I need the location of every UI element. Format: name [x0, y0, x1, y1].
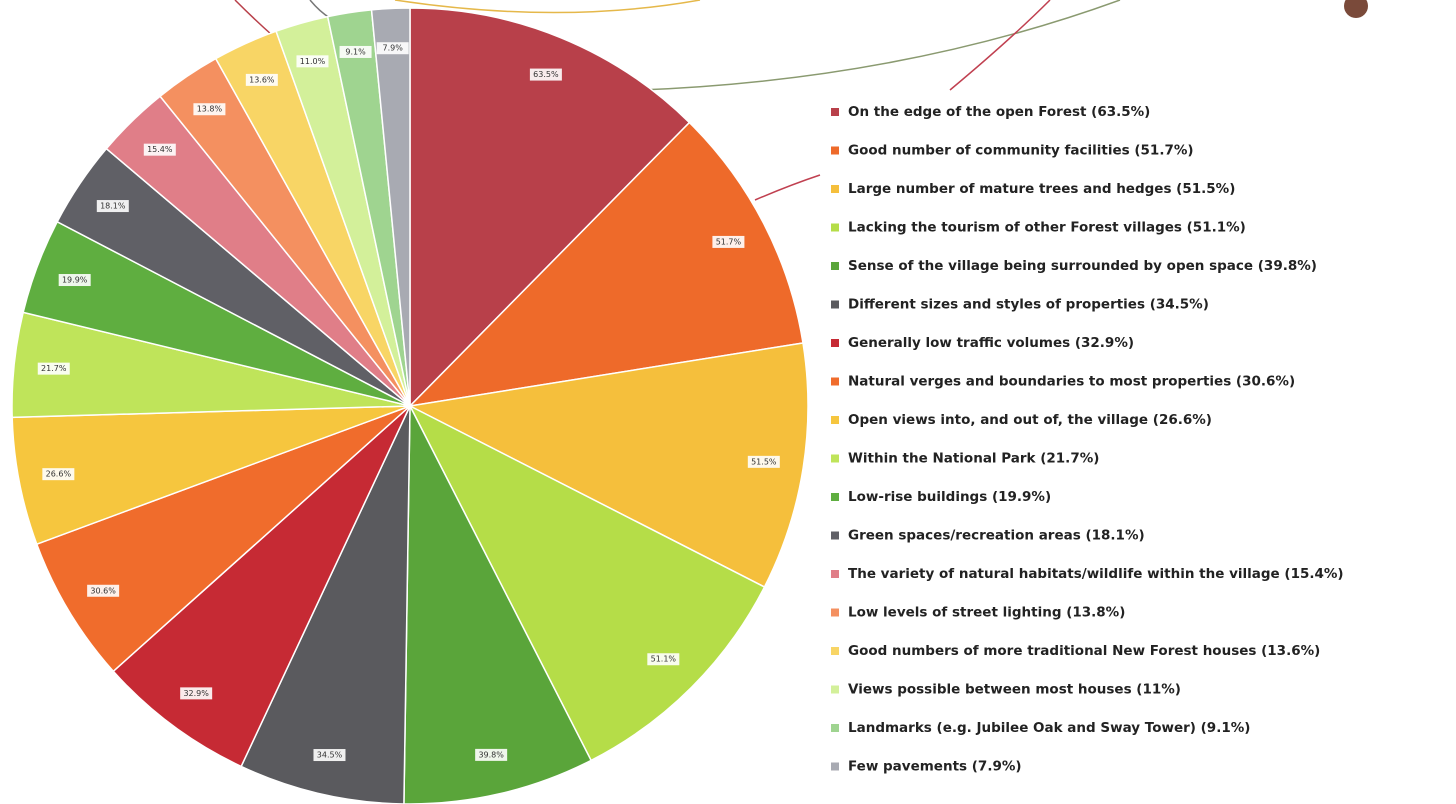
- slice-label: 51.1%: [651, 655, 677, 664]
- slice-label-box: [313, 749, 346, 762]
- legend-label: Landmarks (e.g. Jubilee Oak and Sway Tow…: [848, 720, 1250, 736]
- legend-swatch: [831, 300, 839, 309]
- slice: [407, 342, 809, 589]
- decor-line: [639, 0, 1121, 91]
- slice: [407, 121, 804, 408]
- legend-label: Open views into, and out of, the village…: [848, 412, 1212, 428]
- legend-swatch: [831, 339, 839, 347]
- legend-swatch: [831, 262, 839, 270]
- legend-label: Low levels of street lighting (13.8%): [848, 605, 1125, 621]
- slice-label-box: [712, 235, 745, 248]
- legend-swatch: [831, 647, 839, 655]
- legend-label: Few pavements (7.9%): [848, 759, 1022, 775]
- legend-label: Lacking the tourism of other Forest vill…: [848, 220, 1246, 236]
- slice-label: 18.1%: [100, 202, 126, 211]
- decor-line: [949, 0, 1051, 91]
- legend-label: Views possible between most houses (11%): [848, 682, 1181, 698]
- slice-label: 19.9%: [62, 276, 88, 285]
- legend-swatch: [831, 493, 839, 501]
- legend-label: Different sizes and styles of properties…: [848, 297, 1209, 313]
- legend-label: Green spaces/recreation areas (18.1%): [848, 528, 1145, 544]
- slice-label-box: [58, 274, 91, 287]
- slice: [370, 7, 411, 407]
- legend-swatch: [831, 570, 839, 578]
- slice: [408, 404, 766, 762]
- legend-swatch: [831, 724, 839, 732]
- slice-label-box: [529, 68, 562, 81]
- slice-label: 26.6%: [46, 470, 72, 479]
- slice-label: 30.6%: [90, 586, 116, 595]
- slice-label: 34.5%: [317, 751, 343, 760]
- slice-label: 51.7%: [716, 237, 742, 246]
- legend-swatch: [831, 685, 839, 694]
- slice-label-box: [193, 103, 226, 116]
- legend-swatch: [831, 531, 839, 540]
- legend-label: Low-rise buildings (19.9%): [848, 489, 1051, 505]
- slice-label-box: [339, 45, 372, 58]
- slice-label-box: [143, 143, 176, 156]
- slice-label: 21.7%: [41, 364, 67, 373]
- pie: 63.5% 51.7% 51.5% 51.1% 39.8% 34.5% 32.9% 30.6%…: [11, 7, 809, 804]
- legend-label: On the edge of the open Forest (63.5%): [848, 104, 1150, 120]
- slice-label: 9.1%: [345, 47, 366, 56]
- slice-label-box: [296, 55, 329, 68]
- slice-label: 39.8%: [478, 750, 504, 759]
- slice-label: 51.5%: [751, 457, 777, 466]
- legend-swatch: [831, 377, 839, 386]
- legend-label: Large number of mature trees and hedges …: [848, 181, 1235, 197]
- slice-label-box: [647, 653, 680, 666]
- slice-label: 13.8%: [197, 105, 223, 114]
- decor-line: [234, 0, 273, 36]
- legend-label: The variety of natural habitats/wildlife…: [848, 566, 1344, 582]
- legend-swatch: [831, 108, 839, 116]
- decor-line: [754, 174, 821, 201]
- slice-label-box: [475, 748, 508, 761]
- slice-label-box: [180, 687, 213, 700]
- slice-label: 13.6%: [249, 75, 275, 84]
- legend-label: Good numbers of more traditional New For…: [848, 643, 1320, 659]
- slice-label: 32.9%: [183, 689, 209, 698]
- decor-dot: [1344, 0, 1368, 18]
- slice-label-box: [42, 468, 75, 481]
- legend-swatch: [831, 608, 839, 617]
- legend: On the edge of the open Forest (63.5%) Go…: [831, 104, 1344, 775]
- slice: [112, 405, 411, 768]
- decor-line: [394, 0, 701, 14]
- slice-label-box: [747, 455, 780, 468]
- legend-swatch: [831, 454, 839, 463]
- slice: [35, 405, 411, 673]
- slice-label: 63.5%: [533, 70, 559, 79]
- slice-label: 15.4%: [147, 145, 173, 154]
- legend-swatch: [831, 762, 839, 771]
- slice-label-box: [245, 73, 278, 86]
- slice-label-box: [87, 584, 120, 597]
- legend-label: Generally low traffic volumes (32.9%): [848, 335, 1134, 351]
- legend-label: Within the National Park (21.7%): [848, 451, 1099, 467]
- legend-label: Good number of community facilities (51.…: [848, 143, 1194, 159]
- legend-swatch: [831, 223, 839, 232]
- slice-label: 11.0%: [300, 57, 326, 66]
- legend-swatch: [831, 146, 839, 155]
- legend-label: Sense of the village being surrounded by…: [848, 258, 1317, 274]
- legend-label: Natural verges and boundaries to most pr…: [848, 374, 1295, 390]
- slice-label-box: [37, 362, 70, 375]
- legend-swatch: [831, 185, 839, 193]
- slice: [409, 7, 691, 408]
- slice-label-box: [376, 42, 409, 55]
- slice-label-box: [96, 200, 129, 213]
- decor-line: [309, 0, 331, 19]
- decoration: [234, 0, 1368, 201]
- legend-swatch: [831, 416, 839, 424]
- slice-label: 7.9%: [383, 44, 404, 53]
